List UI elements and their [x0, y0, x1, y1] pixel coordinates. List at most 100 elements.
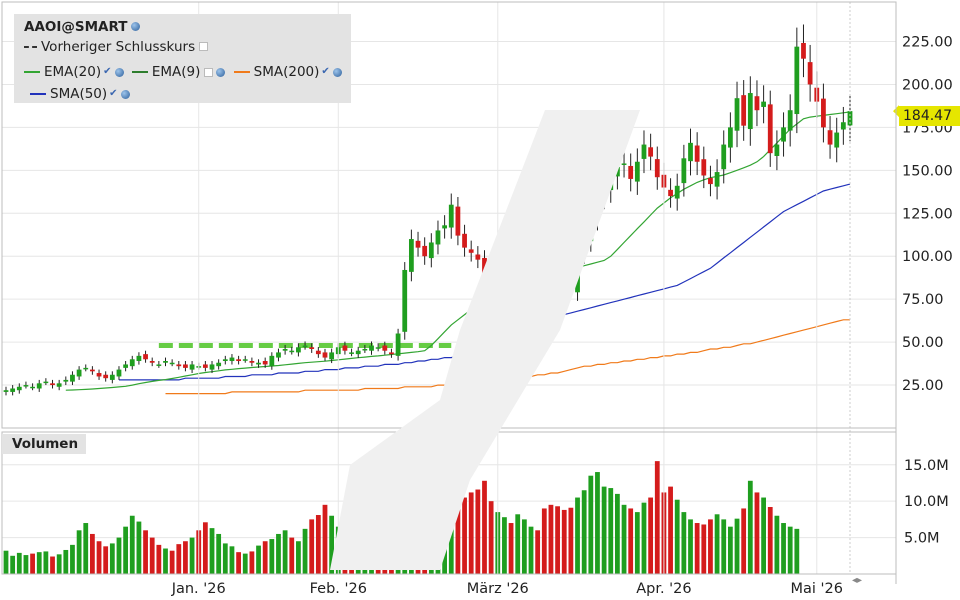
candle-body — [621, 163, 627, 165]
volume-bar — [3, 550, 9, 574]
volume-bar — [229, 546, 235, 574]
candle-body — [3, 390, 9, 392]
candle-body — [807, 62, 813, 85]
checkbox-icon[interactable] — [204, 67, 214, 77]
candle-body — [342, 345, 348, 351]
volume-bar — [774, 515, 780, 574]
candle-body — [216, 362, 222, 367]
volume-bar — [136, 521, 142, 574]
volume-bar — [90, 533, 95, 574]
candle-body — [349, 352, 354, 354]
volume-bar — [56, 554, 62, 574]
last-price-tag: 184.47 — [899, 106, 960, 126]
volume-bar — [322, 504, 328, 574]
candle-body — [163, 361, 168, 363]
volume-bar — [601, 486, 607, 574]
candle-body — [90, 369, 95, 372]
candle-body — [754, 96, 760, 111]
volume-bar — [621, 504, 627, 574]
volume-panel: 5.0M 10.0M 15.0M — [2, 435, 949, 574]
volume-bar — [528, 526, 534, 574]
volume-bar — [83, 523, 89, 574]
y-tick-label: 225.00 — [902, 35, 953, 51]
candle-body — [375, 347, 381, 349]
volume-bar — [156, 544, 162, 574]
volume-bar — [462, 497, 467, 574]
candle-body — [189, 364, 195, 370]
candle-body — [462, 233, 467, 248]
volume-bar — [116, 537, 122, 574]
check-icon[interactable]: ✔ — [109, 88, 118, 99]
candle-body — [455, 206, 461, 236]
x-tick-label: Mai '26 — [791, 581, 843, 597]
volume-bar — [688, 519, 693, 574]
candle-body — [249, 361, 255, 363]
globe-icon[interactable] — [120, 89, 130, 99]
volume-bar — [588, 475, 594, 574]
volume-bar — [595, 472, 600, 574]
volume-bar — [721, 519, 727, 574]
volume-bar — [641, 502, 647, 574]
volume-bar — [296, 541, 301, 574]
candle-body — [123, 364, 129, 368]
candle-body — [229, 357, 235, 362]
ema9-legend-item[interactable]: EMA(9) — [131, 63, 226, 81]
symbol-label: AAOI@SMART — [24, 19, 128, 35]
chart-legend: AAOI@SMART Vorheriger Schlusskurs EMA(20… — [14, 14, 351, 103]
globe-icon[interactable] — [216, 67, 226, 77]
globe-icon[interactable] — [332, 67, 342, 77]
volume-bar — [794, 528, 800, 574]
sma50-legend-item[interactable]: SMA(50) ✔ — [30, 85, 130, 103]
volume-bar — [674, 499, 680, 574]
candle-body — [103, 374, 109, 379]
y-tick-label: 50.00 — [902, 335, 944, 351]
candle-body — [269, 355, 275, 367]
candle-body — [634, 161, 640, 182]
candle-body — [369, 345, 374, 351]
sma200-legend-item[interactable]: SMA(200) ✔ — [233, 63, 342, 81]
volume-bar — [541, 508, 547, 574]
volume-bar — [236, 552, 241, 574]
volume-bar — [581, 490, 587, 574]
globe-icon[interactable] — [114, 67, 124, 77]
globe-icon[interactable] — [130, 22, 140, 31]
check-icon[interactable]: ✔ — [321, 66, 330, 77]
candle-body — [482, 257, 487, 274]
prev-close-label: Vorheriger Schlusskurs — [41, 39, 196, 55]
ema20-legend-item[interactable]: EMA(20) ✔ — [24, 63, 124, 81]
volume-bar — [608, 488, 614, 574]
candle-body — [143, 354, 148, 360]
volume-bar — [468, 492, 474, 574]
volume-bar — [169, 550, 175, 574]
candle-body — [136, 355, 142, 362]
y-tick-label: 25.00 — [902, 378, 944, 394]
symbol-row: AAOI@SMART — [24, 18, 140, 36]
candle-body — [781, 127, 786, 142]
volume-bar — [761, 497, 766, 574]
volume-bar — [216, 533, 222, 574]
volume-bar — [242, 553, 248, 574]
volume-bar — [176, 544, 182, 574]
candle-body — [355, 350, 361, 355]
candle-body — [109, 374, 115, 380]
candle-body — [129, 359, 135, 367]
volume-bar — [269, 539, 275, 574]
candle-body — [30, 386, 35, 389]
candle-body — [329, 352, 335, 360]
candle-body — [209, 364, 215, 370]
volume-bar — [189, 537, 195, 574]
candle-body — [428, 242, 434, 259]
check-icon[interactable]: ✔ — [103, 66, 112, 77]
candle-body — [475, 254, 481, 260]
volume-bar — [109, 543, 115, 574]
volume-bar — [149, 537, 155, 574]
volume-bar — [767, 507, 773, 574]
candle-body — [23, 385, 29, 387]
candle-body — [242, 359, 248, 361]
checkbox-icon[interactable] — [199, 42, 209, 51]
volume-bar — [714, 514, 720, 574]
candle-body — [468, 249, 474, 253]
candle-body — [202, 364, 208, 368]
candle-body — [448, 204, 454, 228]
candle-body — [767, 104, 773, 154]
